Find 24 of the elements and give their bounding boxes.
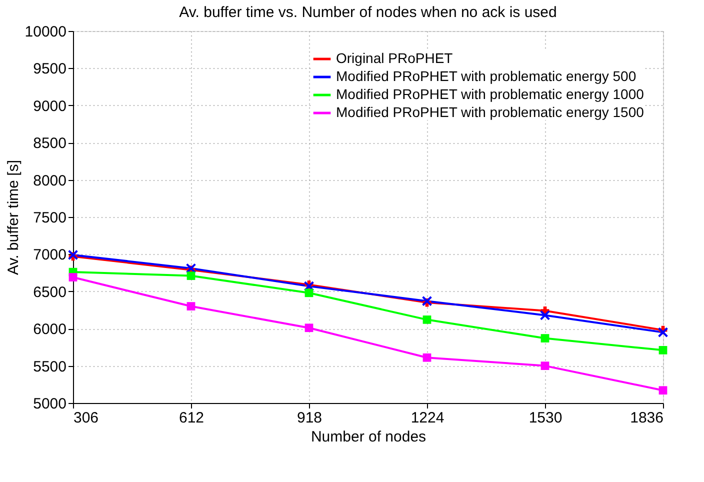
x-tick-label: 306 bbox=[74, 410, 99, 426]
y-tick-label: 8000 bbox=[33, 172, 66, 190]
x-axis-title: Number of nodes bbox=[310, 428, 426, 446]
x-tick-label: 1224 bbox=[410, 410, 444, 426]
y-axis-title: Av. buffer time [s] bbox=[4, 160, 22, 276]
x-tick-label: 612 bbox=[178, 410, 204, 426]
x-tick-label: 1530 bbox=[528, 410, 562, 426]
y-tick-label: 6500 bbox=[33, 284, 66, 301]
y-tick-label: 5500 bbox=[33, 358, 66, 376]
y-tick-label: 5000 bbox=[33, 396, 66, 412]
x-tick-label: 918 bbox=[296, 410, 322, 426]
y-tick-label: 7500 bbox=[33, 210, 66, 226]
y-tick-label: 9500 bbox=[33, 60, 66, 78]
chart-title: Av. buffer time vs. Number of nodes when no ack is used bbox=[179, 4, 557, 21]
y-tick-label: 6000 bbox=[33, 321, 66, 338]
x-tick-label: 1836 bbox=[630, 410, 664, 426]
legend-label: Modified PRoPHET with problematic energy 1500 bbox=[336, 104, 644, 120]
legend-label: Modified PRoPHET with problematic energy 500 bbox=[336, 68, 636, 84]
legend-label: Original PRoPHET bbox=[336, 50, 454, 66]
y-tick-label: 7000 bbox=[33, 246, 66, 264]
y-tick-label: 8500 bbox=[33, 135, 66, 152]
y-tick-label: 9000 bbox=[33, 98, 66, 115]
y-tick-label: 10000 bbox=[24, 24, 66, 40]
legend-label: Modified PRoPHET with problematic energy 1000 bbox=[336, 86, 644, 102]
